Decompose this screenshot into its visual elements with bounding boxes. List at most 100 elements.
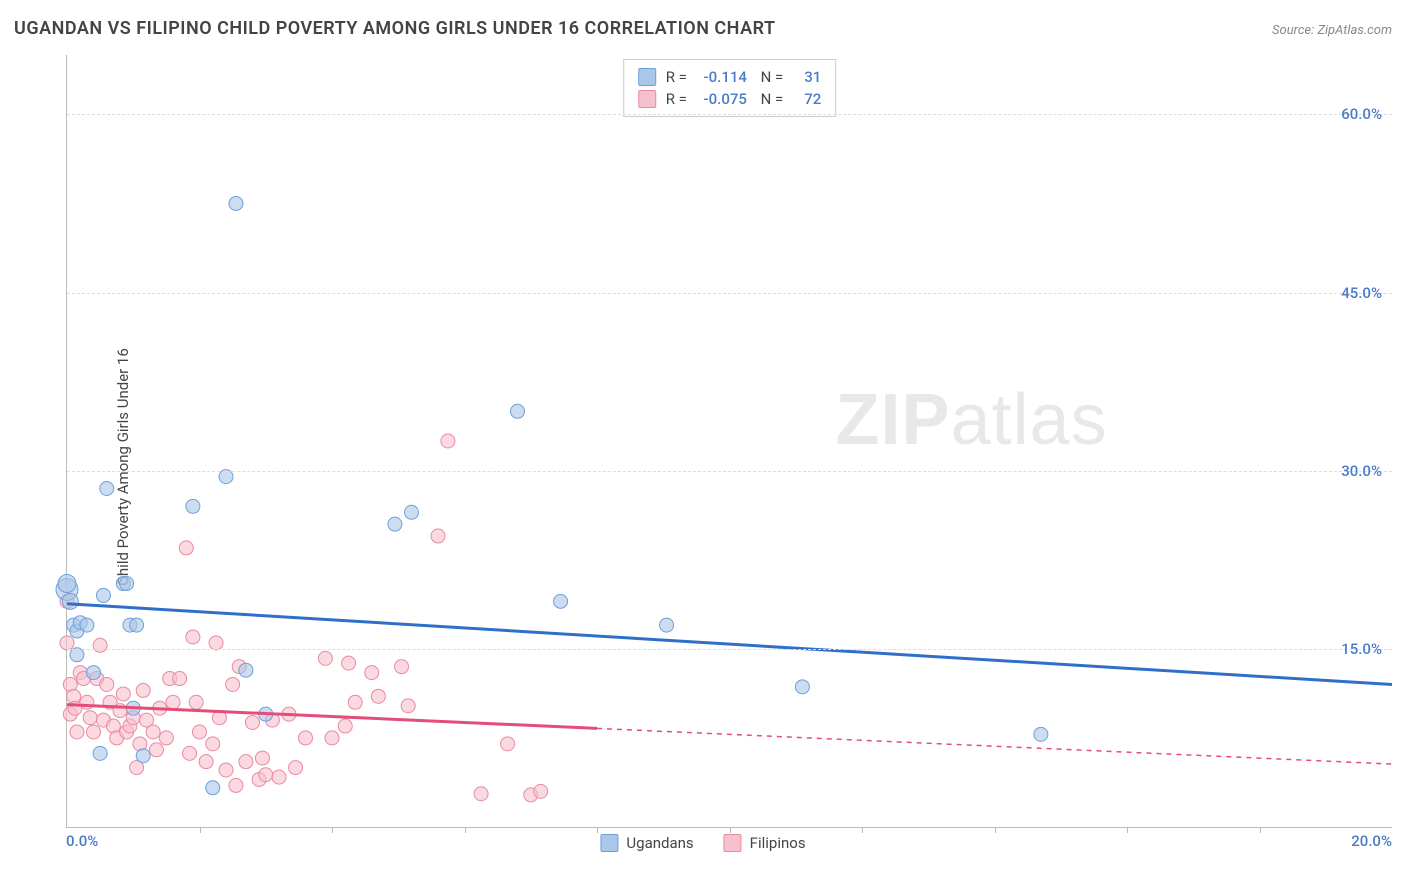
data-point: [219, 470, 233, 484]
gridline: [67, 649, 1392, 650]
gridline: [67, 114, 1392, 115]
x-tick: [465, 827, 466, 833]
data-point: [401, 699, 415, 713]
chart-title: UGANDAN VS FILIPINO CHILD POVERTY AMONG …: [14, 18, 776, 39]
data-point: [501, 737, 515, 751]
data-point: [365, 666, 379, 680]
data-point: [511, 404, 525, 418]
trend-line: [67, 604, 1392, 685]
data-point: [259, 768, 273, 782]
data-point: [209, 636, 223, 650]
data-point: [388, 517, 402, 531]
data-point: [199, 755, 213, 769]
source-name: ZipAtlas.com: [1317, 23, 1392, 38]
data-point: [272, 770, 286, 784]
x-axis-max-label: 20.0%: [1351, 832, 1392, 850]
data-point: [206, 737, 220, 751]
stats-n-value: 31: [793, 68, 821, 86]
data-point: [70, 648, 84, 662]
gridline: [67, 471, 1392, 472]
data-point: [183, 746, 197, 760]
x-tick: [597, 827, 598, 833]
data-point: [1034, 727, 1048, 741]
stats-swatch: [638, 90, 656, 108]
data-point: [58, 575, 76, 593]
y-tick-label: 15.0%: [1341, 640, 1382, 658]
stats-r-label: R =: [666, 90, 687, 108]
legend-item: Filipinos: [724, 834, 806, 852]
legend-swatch: [724, 834, 742, 852]
x-tick: [332, 827, 333, 833]
data-point: [342, 656, 356, 670]
data-point: [246, 715, 260, 729]
data-point: [62, 593, 78, 609]
data-point: [93, 638, 107, 652]
data-point: [554, 594, 568, 608]
legend-label: Filipinos: [750, 834, 806, 852]
data-point: [193, 725, 207, 739]
plot-area: ZIPatlas R = -0.114 N = 31 R = -0.075 N …: [66, 55, 1392, 828]
data-point: [70, 725, 84, 739]
x-tick: [1260, 827, 1261, 833]
data-point: [229, 196, 243, 210]
data-point: [130, 618, 144, 632]
source-prefix: Source:: [1272, 23, 1317, 38]
data-point: [239, 755, 253, 769]
data-point: [96, 588, 110, 602]
data-point: [474, 787, 488, 801]
y-tick-label: 30.0%: [1341, 462, 1382, 480]
data-point: [120, 577, 134, 591]
data-point: [441, 434, 455, 448]
x-tick: [862, 827, 863, 833]
data-point: [173, 672, 187, 686]
data-point: [159, 731, 173, 745]
x-tick: [200, 827, 201, 833]
stats-n-label: N =: [757, 90, 783, 108]
legend-item: Ugandans: [600, 834, 693, 852]
data-point: [136, 683, 150, 697]
data-point: [136, 749, 150, 763]
data-point: [100, 482, 114, 496]
x-tick: [995, 827, 996, 833]
gridline: [67, 293, 1392, 294]
data-point: [87, 725, 101, 739]
data-point: [348, 695, 362, 709]
data-point: [226, 677, 240, 691]
data-point: [405, 505, 419, 519]
y-tick-label: 60.0%: [1341, 105, 1382, 123]
stats-n-value: 72: [793, 90, 821, 108]
data-point: [179, 541, 193, 555]
stats-row: R = -0.114 N = 31: [638, 66, 822, 88]
data-point: [146, 725, 160, 739]
data-point: [80, 618, 94, 632]
data-point: [318, 651, 332, 665]
plot-svg: [67, 55, 1392, 827]
data-point: [660, 618, 674, 632]
x-tick: [730, 827, 731, 833]
data-point: [116, 687, 130, 701]
legend-swatch: [600, 834, 618, 852]
data-point: [239, 663, 253, 677]
stats-r-label: R =: [666, 68, 687, 86]
data-point: [229, 778, 243, 792]
data-point: [371, 689, 385, 703]
data-point: [186, 630, 200, 644]
legend-bottom: Ugandans Filipinos: [600, 834, 805, 852]
data-point: [100, 677, 114, 691]
x-axis-min-label: 0.0%: [66, 832, 98, 850]
stats-box: R = -0.114 N = 31 R = -0.075 N = 72: [623, 59, 837, 117]
data-point: [219, 763, 233, 777]
data-point: [186, 499, 200, 513]
data-point: [299, 731, 313, 745]
data-point: [166, 695, 180, 709]
data-point: [87, 666, 101, 680]
legend-label: Ugandans: [626, 834, 693, 852]
data-point: [795, 680, 809, 694]
data-point: [206, 781, 220, 795]
chart-container: Child Poverty Among Girls Under 16 ZIPat…: [14, 55, 1392, 878]
data-point: [325, 731, 339, 745]
data-point: [93, 746, 107, 760]
stats-row: R = -0.075 N = 72: [638, 88, 822, 110]
data-point: [534, 784, 548, 798]
data-point: [338, 719, 352, 733]
